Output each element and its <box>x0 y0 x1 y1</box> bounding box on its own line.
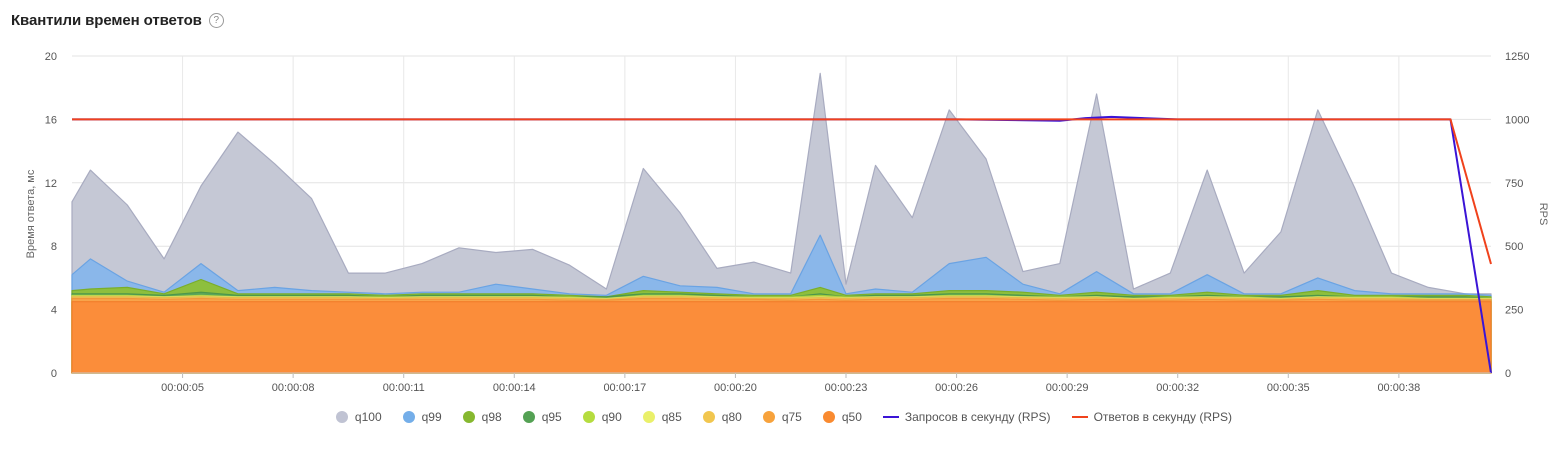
legend-item-7[interactable]: q75 <box>762 410 802 424</box>
legend-item-1[interactable]: q99 <box>402 410 442 424</box>
legend-label: q90 <box>601 410 622 424</box>
legend-dot-swatch <box>402 411 415 423</box>
y-tick-label: 4 <box>51 305 57 317</box>
x-tick-label: 00:00:05 <box>161 382 204 394</box>
legend-dot-swatch <box>702 411 715 423</box>
legend-dot-swatch <box>642 411 655 423</box>
line-layer <box>72 115 1492 374</box>
y-tick-label: 20 <box>45 51 57 63</box>
y-tick-label: 12 <box>45 178 57 190</box>
legend-item-9[interactable]: Запросов в секунду (RPS) <box>882 410 1051 424</box>
x-tick-label: 00:00:08 <box>272 382 315 394</box>
legend-item-3[interactable]: q95 <box>522 410 562 424</box>
legend-label: q100 <box>354 410 382 424</box>
legend-label: q50 <box>841 410 862 424</box>
y-tick-label: 0 <box>51 368 57 380</box>
legend-dot-swatch <box>462 411 475 423</box>
legend-item-8[interactable]: q50 <box>822 410 862 424</box>
axis-layer: 0 0 4 250 8 500 12 750 16 1000 20 1250 00:00:05 00:00… <box>45 51 1530 394</box>
chart-legend: q100 q99 q98 q95 q90 q85 q80 q75 q50 Запросов в с… <box>0 410 1568 424</box>
y2-tick-label: 250 <box>1505 305 1523 317</box>
chart-title: Квантили времен ответов <box>11 12 202 29</box>
legend-item-5[interactable]: q85 <box>642 410 682 424</box>
legend-label: q98 <box>481 410 502 424</box>
legend-item-6[interactable]: q80 <box>702 410 742 424</box>
x-tick-label: 00:00:20 <box>714 382 757 394</box>
x-tick-label: 00:00:26 <box>935 382 978 394</box>
legend-line-swatch <box>882 416 899 418</box>
y-axis-title: Время ответа, мс <box>25 169 37 258</box>
legend-item-10[interactable]: Ответов в секунду (RPS) <box>1071 410 1233 424</box>
x-tick-label: 00:00:11 <box>383 382 425 394</box>
legend-label: q99 <box>421 410 442 424</box>
legend-item-0[interactable]: q100 <box>335 410 382 424</box>
x-tick-label: 00:00:23 <box>825 382 868 394</box>
help-icon[interactable]: ? <box>208 13 224 28</box>
legend-dot-swatch <box>522 411 535 423</box>
x-tick-label: 00:00:32 <box>1156 382 1199 394</box>
legend-dot-swatch <box>335 411 348 423</box>
legend-item-2[interactable]: q98 <box>462 410 502 424</box>
area-layer <box>71 72 1492 374</box>
legend-dot-swatch <box>762 411 775 423</box>
y2-axis-title: RPS <box>1537 203 1549 226</box>
quantile-chart: 0 0 4 250 8 500 12 750 16 1000 20 1250 00:00:05 00:00… <box>25 51 1549 394</box>
legend-dot-swatch <box>822 411 835 423</box>
legend-label: q85 <box>661 410 682 424</box>
y2-tick-label: 0 <box>1505 368 1511 380</box>
y2-tick-label: 750 <box>1505 178 1523 190</box>
legend-label: q80 <box>721 410 742 424</box>
legend-label: Ответов в секунду (RPS) <box>1093 410 1233 424</box>
line-responses-rps <box>72 118 1492 265</box>
x-tick-label: 00:00:35 <box>1267 382 1310 394</box>
x-tick-label: 00:00:17 <box>603 382 646 394</box>
y2-tick-label: 1000 <box>1505 114 1529 126</box>
area-q50 <box>71 301 1492 374</box>
legend-dot-swatch <box>582 411 595 423</box>
y2-tick-label: 1250 <box>1505 51 1529 63</box>
chart-header: Квантили времен ответов ? <box>11 12 224 29</box>
legend-label: Запросов в секунду (RPS) <box>904 410 1051 424</box>
x-tick-label: 00:00:38 <box>1377 382 1420 394</box>
legend-line-swatch <box>1071 416 1088 418</box>
legend-label: q75 <box>781 410 802 424</box>
x-tick-label: 00:00:29 <box>1046 382 1089 394</box>
y-tick-label: 16 <box>45 114 57 126</box>
x-tick-label: 00:00:14 <box>493 382 536 394</box>
legend-item-4[interactable]: q90 <box>582 410 622 424</box>
y-tick-label: 8 <box>51 241 57 253</box>
legend-label: q95 <box>541 410 562 424</box>
y2-tick-label: 500 <box>1505 241 1523 253</box>
